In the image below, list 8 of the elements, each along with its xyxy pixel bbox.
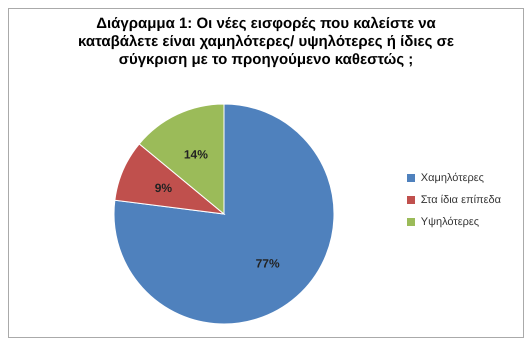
data-label: 77% xyxy=(256,256,280,271)
chart-title: Διάγραμμα 1: Οι νέες εισφορές που καλείστε να καταβάλετε είναι χαμηλότερες/ υψηλότερες ή ίδιες σε σύγκριση με το προηγούμενο καθεστώς ; xyxy=(76,14,455,69)
legend-label: Στα ίδια επίπεδα xyxy=(420,193,501,208)
data-label: 9% xyxy=(154,180,172,195)
pie-slice xyxy=(114,104,334,324)
data-label: 14% xyxy=(184,147,208,162)
legend-label: Υψηλότερες xyxy=(420,215,480,230)
legend-label: Χαμηλότερες xyxy=(420,171,484,186)
